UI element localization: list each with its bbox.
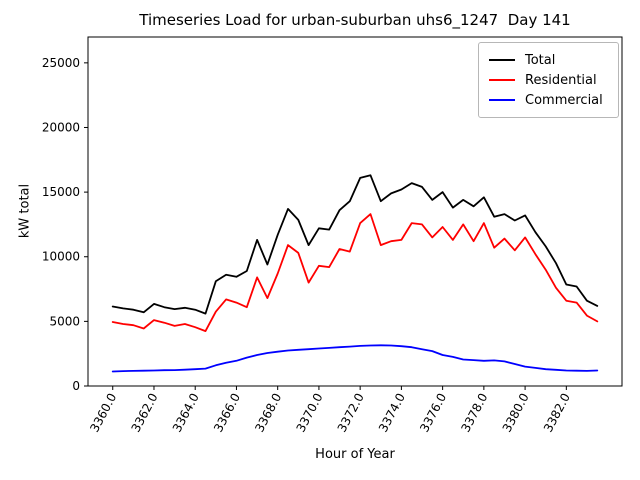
chart-title: Timeseries Load for urban-suburban uhs6_… xyxy=(139,11,571,29)
x-tick-label: 3380.0 xyxy=(500,391,532,435)
legend-line-swatch xyxy=(489,79,515,81)
x-axis-label: Hour of Year xyxy=(315,447,395,462)
y-tick-label: 5000 xyxy=(49,314,80,328)
x-tick-label: 3368.0 xyxy=(252,391,284,435)
x-tick-label: 3374.0 xyxy=(376,391,408,435)
y-tick-label: 25000 xyxy=(42,56,80,70)
series-line-total xyxy=(111,174,599,315)
x-tick-label: 3360.0 xyxy=(87,391,119,435)
y-tick-label: 10000 xyxy=(42,250,80,264)
series-line-residential xyxy=(111,213,599,333)
legend-label: Total xyxy=(525,52,556,68)
series-line-commercial xyxy=(111,344,599,373)
legend-label: Commercial xyxy=(525,92,603,108)
legend-label: Residential xyxy=(525,72,597,88)
y-tick-label: 15000 xyxy=(42,185,80,199)
legend-item-residential: Residential xyxy=(489,70,610,90)
axes-frame xyxy=(87,36,623,387)
y-tick-label: 0 xyxy=(72,379,80,393)
x-tick-label: 3370.0 xyxy=(293,391,325,435)
legend-line-swatch xyxy=(489,59,515,61)
x-tick-label: 3382.0 xyxy=(541,391,573,435)
legend-item-commercial: Commercial xyxy=(489,90,610,110)
legend-line-swatch xyxy=(489,99,515,101)
legend: Total Residential Commercial xyxy=(478,42,619,118)
x-tick-label: 3364.0 xyxy=(170,391,202,435)
x-tick-label: 3366.0 xyxy=(211,391,243,435)
x-tick-label: 3362.0 xyxy=(129,391,161,435)
y-axis-label: kW total xyxy=(17,183,33,239)
x-tick-label: 3376.0 xyxy=(417,391,449,435)
x-tick-label: 3378.0 xyxy=(458,391,490,435)
y-tick-label: 20000 xyxy=(42,120,80,134)
legend-item-total: Total xyxy=(489,50,610,70)
x-tick-label: 3372.0 xyxy=(335,391,367,435)
